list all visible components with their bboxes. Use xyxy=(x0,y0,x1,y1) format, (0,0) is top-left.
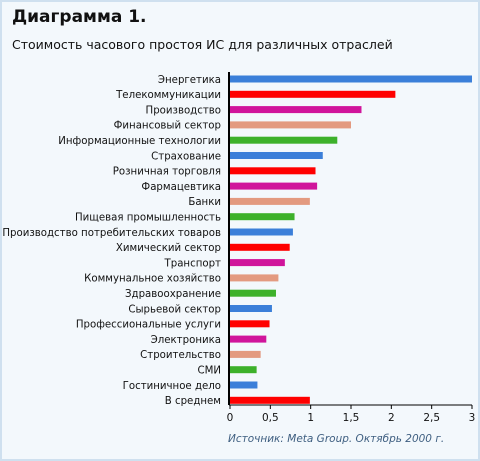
x-tick-label: 2 xyxy=(388,412,395,424)
category-label: Производство потребительских товаров xyxy=(2,228,221,239)
chart-title: Диаграмма 1. xyxy=(12,7,147,27)
bar xyxy=(230,259,285,267)
category-label: СМИ xyxy=(197,366,221,377)
category-label: Фармацевтика xyxy=(141,182,221,193)
category-label: Производство xyxy=(146,105,221,116)
category-labels: Энергетика Телекоммуникации Производство Фи… xyxy=(2,75,221,407)
x-axis: 0 0,5 1 1,5 2 2,5 3 xyxy=(227,72,476,424)
bar xyxy=(230,90,396,98)
x-tick-label: 1 xyxy=(307,412,314,424)
bar xyxy=(230,167,316,175)
bar xyxy=(230,106,362,114)
category-label: Строительство xyxy=(140,350,221,361)
category-label: Финансовый сектор xyxy=(114,121,221,132)
bar xyxy=(230,381,258,389)
category-label: Транспорт xyxy=(164,258,222,269)
category-label: Розничная торговля xyxy=(113,167,221,178)
x-tick-label: 0 xyxy=(227,412,234,424)
bar xyxy=(230,335,267,343)
bar xyxy=(230,152,323,159)
bar xyxy=(230,350,261,358)
category-label: Банки xyxy=(188,197,221,208)
x-tick-label: 0,5 xyxy=(262,412,279,424)
x-tick-label: 1,5 xyxy=(343,412,360,424)
category-label: Сырьевой сектор xyxy=(128,304,221,315)
chart-subtitle: Стоимость часового простоя ИС для различ… xyxy=(12,37,393,52)
bar xyxy=(230,274,279,282)
x-tick-label: 2,5 xyxy=(423,412,440,424)
category-label: Пищевая промышленность xyxy=(75,213,221,224)
category-label: Страхование xyxy=(151,151,221,162)
category-label: Электроника xyxy=(151,335,221,346)
category-label: Телекоммуникации xyxy=(115,90,221,101)
bars-layer xyxy=(230,75,472,404)
bar xyxy=(230,121,351,129)
category-label: Гостиничное дело xyxy=(123,381,221,392)
category-label: Энергетика xyxy=(158,75,221,86)
bar xyxy=(230,182,318,190)
bar xyxy=(230,136,338,144)
bar xyxy=(230,320,270,328)
bar xyxy=(230,197,310,205)
category-label: В среднем xyxy=(165,396,221,407)
category-label: Коммунальное хозяйство xyxy=(84,274,221,285)
bar xyxy=(230,289,276,297)
category-label: Химический сектор xyxy=(116,243,221,254)
bar xyxy=(230,305,272,312)
bar xyxy=(230,75,472,83)
x-tick-label: 3 xyxy=(469,412,476,424)
source-note: Источник: Meta Group. Октябрь 2000 г. xyxy=(228,433,445,445)
bar xyxy=(230,366,257,374)
bar xyxy=(230,228,293,236)
category-label: Здравоохранение xyxy=(125,289,221,300)
bar xyxy=(230,243,290,251)
bar xyxy=(230,396,310,404)
category-label: Информационные технологии xyxy=(58,136,221,147)
category-label: Профессиональные услуги xyxy=(76,320,221,331)
bar xyxy=(230,213,295,221)
